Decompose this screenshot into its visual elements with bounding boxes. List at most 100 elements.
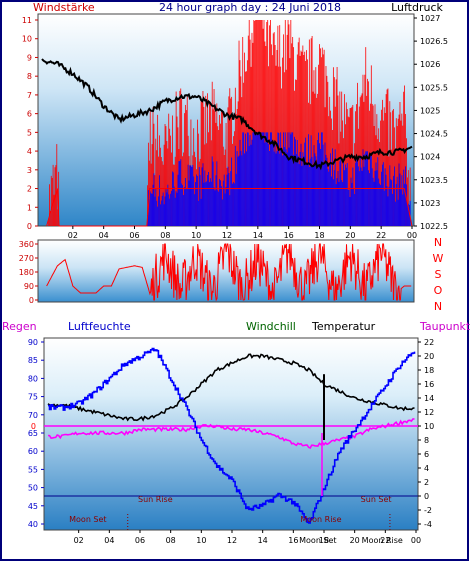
moon-set-axis-label: Moon Set bbox=[299, 536, 336, 545]
time-tick-label: 18 bbox=[319, 536, 329, 545]
humidity-axis: 40 45 50 55 60 65 70 75 80 85 90 bbox=[28, 338, 44, 529]
humidity-tick-label: 65 bbox=[28, 429, 38, 438]
time-tick-label: 02 bbox=[74, 536, 84, 545]
wind-speed-tick-label: 9 bbox=[27, 53, 32, 62]
wind-speed-tick-label: 6 bbox=[27, 110, 32, 119]
pressure-tick-label: 1027 bbox=[420, 14, 440, 23]
humidity-temperature-series: 0 bbox=[31, 347, 418, 524]
pressure-tick-label: 1025.5 bbox=[420, 83, 448, 92]
temperature-tick-label: 18 bbox=[424, 366, 434, 375]
pressure-tick-label: 1024.5 bbox=[420, 130, 448, 139]
wind-speed-tick-label: 4 bbox=[27, 147, 32, 156]
humidity-tick-label: 80 bbox=[28, 374, 38, 383]
time-tick-label: 08 bbox=[160, 231, 170, 240]
sun-set-label: Sun Set bbox=[361, 495, 392, 504]
time-tick-label: 04 bbox=[104, 536, 114, 545]
time-tick-label: 02 bbox=[68, 231, 78, 240]
label-temperatur: Temperatur bbox=[311, 320, 376, 333]
wind-direction-series bbox=[46, 243, 412, 302]
label-taupunkt: Taupunkt bbox=[419, 320, 470, 333]
humidity-tick-label: 50 bbox=[28, 484, 38, 493]
humidity-tick-label: 90 bbox=[28, 338, 38, 347]
wind-speed-blue-bars bbox=[147, 132, 411, 226]
time-tick-label: 16 bbox=[288, 536, 298, 545]
time-tick-label: 16 bbox=[284, 231, 294, 240]
temperature-tick-label: -4 bbox=[424, 520, 432, 529]
header-right: Luftdruck bbox=[391, 1, 443, 14]
humidity-tick-label: 70 bbox=[28, 411, 38, 420]
wind-pressure-series bbox=[41, 58, 413, 227]
temperature-tick-label: -2 bbox=[424, 506, 432, 515]
temperature-tick-label: 10 bbox=[424, 422, 434, 431]
temperature-tick-label: 6 bbox=[424, 450, 429, 459]
temperature-tick-label: 2 bbox=[424, 478, 429, 487]
header-title: 24 hour graph day : 24 Juni 2018 bbox=[159, 1, 341, 14]
time-tick-label: 18 bbox=[314, 231, 324, 240]
direction-tick-label: 270 bbox=[19, 254, 34, 263]
time-tick-label: 22 bbox=[380, 536, 390, 545]
moon-rise-axis-label: Moon Rise bbox=[362, 536, 403, 545]
humidity-tick-label: 45 bbox=[28, 502, 38, 511]
time-tick-label: 20 bbox=[345, 231, 355, 240]
time-tick-label: 20 bbox=[350, 536, 360, 545]
temperature-axis: -4 -2 0 2 4 6 8 10 12 14 16 18 20 22 bbox=[418, 338, 434, 529]
label-luftfeuchte: Luftfeuchte bbox=[68, 320, 131, 333]
pressure-tick-label: 1023 bbox=[420, 199, 440, 208]
wind-speed-tick-label: 7 bbox=[27, 91, 32, 100]
direction-axis: 0 90 180 270 360 bbox=[19, 240, 38, 305]
time-tick-label: 14 bbox=[258, 536, 268, 545]
wind-speed-tick-label: 10 bbox=[22, 35, 32, 44]
humidity-line bbox=[48, 347, 416, 524]
pressure-line bbox=[41, 58, 413, 171]
direction-letter: W bbox=[433, 252, 444, 265]
direction-letter: O bbox=[434, 284, 443, 297]
dewpoint-line bbox=[47, 418, 415, 450]
direction-letter: S bbox=[435, 268, 442, 281]
sun-moon-annotations: Sun Rise Sun Set Moon Set Moon Rise bbox=[69, 495, 392, 530]
label-windchill: Windchill bbox=[246, 320, 296, 333]
humidity-tick-label: 60 bbox=[28, 447, 38, 456]
direction-letter: N bbox=[434, 300, 442, 313]
direction-letter: N bbox=[434, 236, 442, 249]
direction-tick-label: 0 bbox=[29, 296, 34, 305]
time-tick-label: 10 bbox=[196, 536, 206, 545]
time-tick-label: 08 bbox=[166, 536, 176, 545]
time-tick-label: 06 bbox=[135, 536, 145, 545]
wind-speed-tick-label: 8 bbox=[27, 72, 32, 81]
wind-speed-tick-label: 3 bbox=[27, 166, 32, 175]
wind-speed-tick-label: 1 bbox=[27, 203, 32, 212]
pressure-axis: 1022.5 1023 1023.5 1024 1024.5 1025 1025.5 1026… bbox=[414, 14, 448, 231]
humidity-tick-label: 75 bbox=[28, 393, 38, 402]
temperature-tick-label: 8 bbox=[424, 436, 429, 445]
temperature-tick-label: 0 bbox=[424, 492, 429, 501]
temperature-tick-label: 22 bbox=[424, 338, 434, 347]
pressure-tick-label: 1026.5 bbox=[420, 37, 448, 46]
humidity-tick-label: 40 bbox=[28, 520, 38, 529]
pressure-tick-label: 1022.5 bbox=[420, 222, 448, 231]
direction-tick-label: 180 bbox=[19, 268, 34, 277]
wind-direction-line bbox=[46, 243, 412, 302]
temperature-tick-label: 4 bbox=[424, 464, 429, 473]
time-axis-1: 02 04 06 08 10 12 14 16 18 20 22 00 bbox=[68, 226, 417, 240]
time-tick-label: 14 bbox=[253, 231, 263, 240]
temperature-tick-label: 12 bbox=[424, 408, 434, 417]
temperature-tick-label: 20 bbox=[424, 352, 434, 361]
moon-rise-label: Moon Rise bbox=[300, 515, 341, 524]
label-regen: Regen bbox=[2, 320, 37, 333]
temperature-tick-label: 14 bbox=[424, 394, 434, 403]
temperature-line bbox=[47, 353, 415, 422]
time-tick-label: 12 bbox=[222, 231, 232, 240]
time-tick-label: 10 bbox=[191, 231, 201, 240]
humidity-tick-label: 85 bbox=[28, 356, 38, 365]
header-left: Windstärke bbox=[33, 1, 95, 14]
wind-speed-axis: 0 1 2 3 4 5 6 7 8 9 10 11 bbox=[22, 16, 38, 231]
time-tick-label: 06 bbox=[129, 231, 139, 240]
temperature-tick-label: 16 bbox=[424, 380, 434, 389]
time-tick-label: 04 bbox=[99, 231, 109, 240]
pressure-tick-label: 1023.5 bbox=[420, 176, 448, 185]
pressure-tick-label: 1024 bbox=[420, 153, 440, 162]
